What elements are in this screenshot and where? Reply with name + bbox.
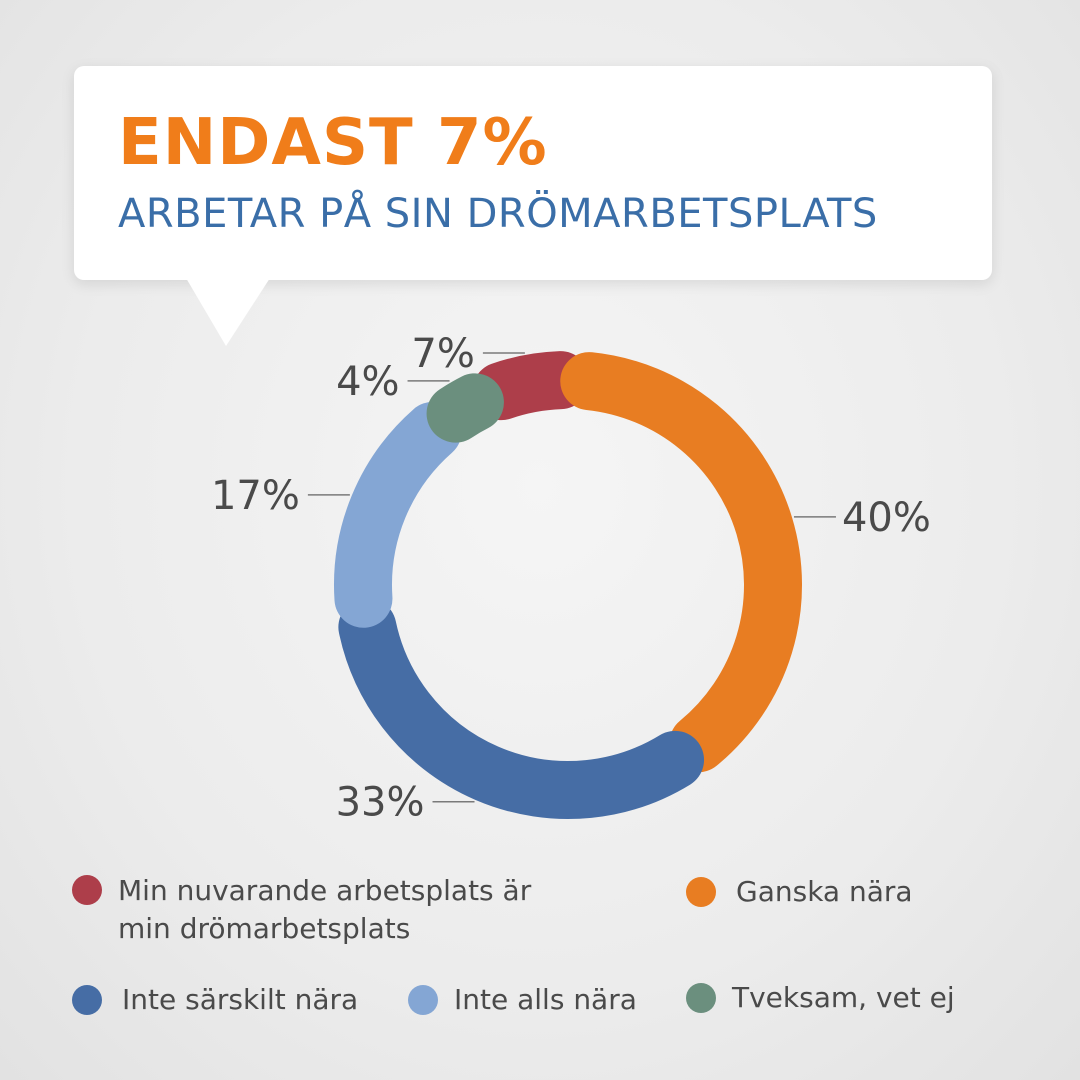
legend-label-dream: Min nuvarande arbetsplats är min drömarb… xyxy=(118,874,532,945)
donut-segment-ganska-nara xyxy=(560,352,802,773)
value-label-ganska-nara: 40% xyxy=(842,495,931,541)
legend-label-ganska-nara: Ganska nära xyxy=(736,875,913,908)
value-label-tveksam: 4% xyxy=(336,359,399,405)
legend-dot-ganska-nara xyxy=(686,877,716,907)
legend-label-inte-alls: Inte alls nära xyxy=(454,983,637,1016)
donut-segment-inte-sarskilt xyxy=(338,598,705,819)
value-label-inte-alls: 17% xyxy=(211,473,300,519)
headline-callout: ENDAST 7% ARBETAR PÅ SIN DRÖMARBETSPLATS xyxy=(74,66,992,280)
legend-label-tveksam: Tveksam, vet ej xyxy=(732,981,955,1014)
legend-item-inte-sarskilt: Inte särskilt nära xyxy=(72,982,358,1018)
donut-segment-tveksam xyxy=(426,373,504,443)
legend-label-inte-sarskilt: Inte särskilt nära xyxy=(122,983,359,1016)
legend-dot-inte-sarskilt xyxy=(72,985,102,1015)
legend-dot-inte-alls xyxy=(408,985,438,1015)
donut-segment-inte-alls xyxy=(334,401,462,628)
legend-item-tveksam: Tveksam, vet ej xyxy=(686,980,955,1016)
headline: ENDAST 7% xyxy=(118,106,548,180)
value-label-inte-sarskilt: 33% xyxy=(336,780,425,826)
legend-item-dream: Min nuvarande arbetsplats är min drömarb… xyxy=(72,872,531,948)
legend-item-inte-alls: Inte alls nära xyxy=(408,982,637,1018)
legend-dot-dream xyxy=(72,875,102,905)
legend-item-ganska-nara: Ganska nära xyxy=(686,874,913,910)
legend-dot-tveksam xyxy=(686,983,716,1013)
value-label-dream: 7% xyxy=(411,331,474,377)
donut-segment-dream xyxy=(472,351,590,421)
subheadline: ARBETAR PÅ SIN DRÖMARBETSPLATS xyxy=(118,191,878,237)
